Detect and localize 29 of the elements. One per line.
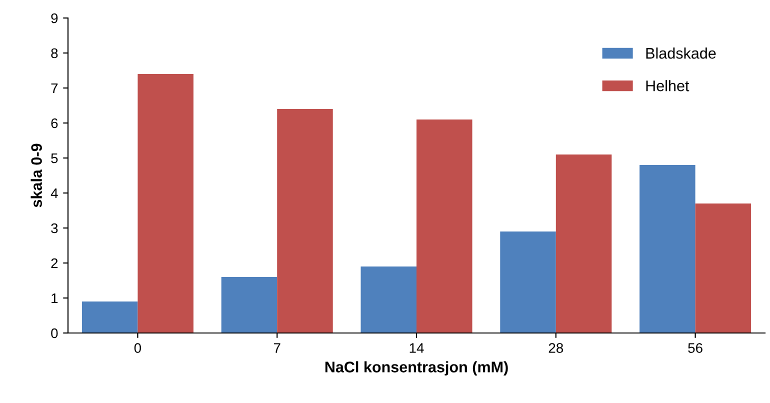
x-tick-label: 28 <box>548 343 564 353</box>
bar <box>640 165 696 333</box>
legend-label: Bladskade <box>646 48 716 59</box>
bar <box>82 302 138 333</box>
y-axis-title: skala 0-9 <box>30 144 42 208</box>
x-axis-title: NaCl konsentrasjon (mM) <box>325 361 508 376</box>
y-tick-label: 0 <box>51 328 58 338</box>
legend-label: Helhet <box>646 80 690 92</box>
x-tick-label: 14 <box>410 343 424 353</box>
bar <box>360 266 416 333</box>
bar <box>416 120 472 333</box>
y-tick-label: 7 <box>51 83 58 94</box>
bar <box>277 109 333 333</box>
y-tick-label: 1 <box>52 293 58 304</box>
bar <box>221 277 278 333</box>
bar <box>138 74 194 333</box>
y-tick-label: 3 <box>51 223 58 234</box>
y-tick-label: 4 <box>50 188 58 198</box>
y-tick-label: 9 <box>51 13 58 24</box>
y-tick-label: 6 <box>51 118 58 128</box>
bar <box>695 204 752 333</box>
x-tick-label: 7 <box>274 343 280 353</box>
bar <box>500 232 556 333</box>
x-tick-label: 56 <box>688 343 702 353</box>
y-tick-label: 5 <box>51 153 58 164</box>
x-tick-label: 0 <box>134 343 142 353</box>
y-tick-label: 2 <box>51 258 58 268</box>
bar <box>556 154 612 333</box>
y-tick-label: 8 <box>51 48 58 58</box>
